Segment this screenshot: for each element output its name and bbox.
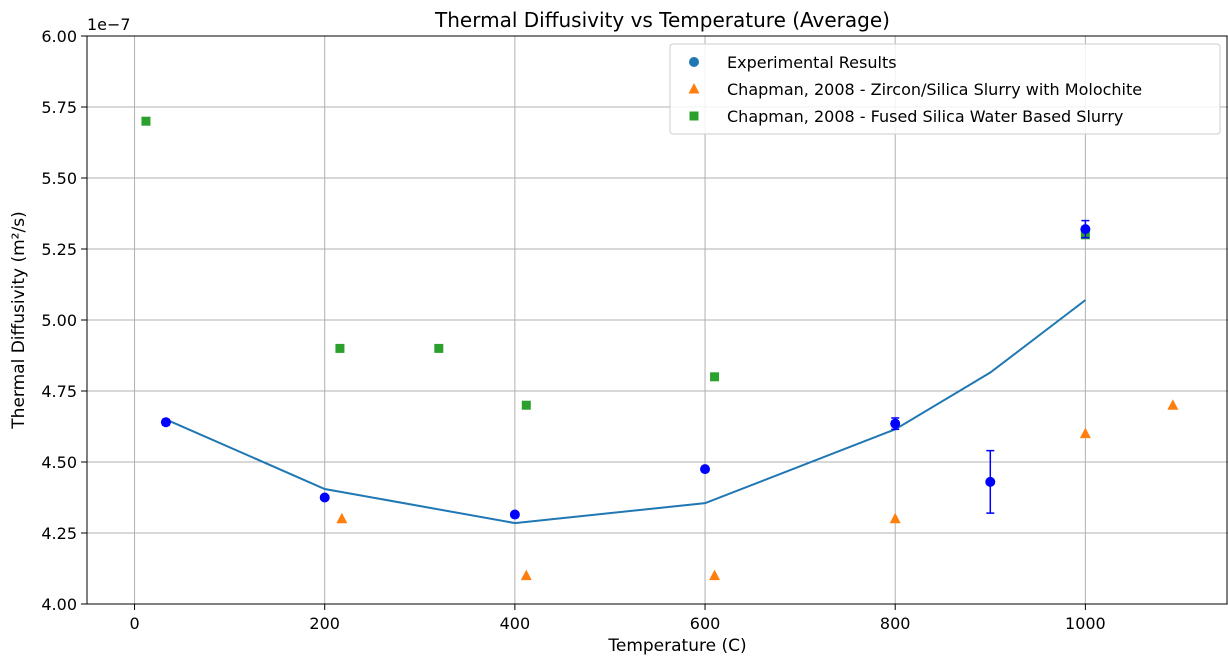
square-data-point [141, 117, 150, 126]
fit-line-layer [166, 300, 1085, 523]
circle-data-point [161, 417, 171, 427]
triangle-data-point [521, 570, 532, 581]
legend-label: Experimental Results [727, 53, 897, 72]
triangle-data-point [709, 570, 720, 581]
triangle-data-point [1080, 428, 1091, 439]
y-tick-label: 5.75 [41, 98, 77, 117]
triangle-data-point [1167, 399, 1178, 410]
y-tick-label: 4.50 [41, 453, 77, 472]
square-data-point [522, 401, 531, 410]
circle-data-point [1080, 224, 1090, 234]
y-tick-label: 4.00 [41, 595, 77, 614]
y-tick-label: 5.25 [41, 240, 77, 259]
triangle-data-point [890, 513, 901, 524]
legend-circle-icon [689, 57, 699, 67]
circle-data-point [890, 419, 900, 429]
y-tick-label: 4.75 [41, 382, 77, 401]
x-tick-label: 200 [309, 614, 340, 633]
x-tick-label: 800 [880, 614, 911, 633]
circle-data-point [700, 464, 710, 474]
legend-label: Chapman, 2008 - Zircon/Silica Slurry wit… [727, 80, 1142, 99]
x-tick-label: 400 [500, 614, 531, 633]
x-tick-label: 600 [690, 614, 721, 633]
legend: Experimental Results Chapman, 2008 - Zirc… [670, 44, 1220, 134]
legend-square-icon [690, 112, 699, 121]
y-axis-offset-text: 1e−7 [87, 15, 131, 34]
x-tick-label: 1000 [1065, 614, 1106, 633]
triangle-data-point [336, 513, 347, 524]
circle-data-point [985, 477, 995, 487]
square-data-point [434, 344, 443, 353]
x-axis-label: Temperature (C) [607, 636, 746, 656]
legend-label: Chapman, 2008 - Fused Silica Water Based… [727, 107, 1123, 126]
y-tick-label: 5.50 [41, 169, 77, 188]
y-axis-label: Thermal Diffusivity (m²/s) [9, 211, 29, 429]
y-tick-label: 6.00 [41, 27, 77, 46]
fit-line [166, 300, 1085, 523]
y-tick-label: 5.00 [41, 311, 77, 330]
y-tick-label: 4.25 [41, 524, 77, 543]
square-data-point [710, 372, 719, 381]
circle-data-point [510, 510, 520, 520]
x-tick-label: 0 [129, 614, 139, 633]
square-data-point [335, 344, 344, 353]
chart-title: Thermal Diffusivity vs Temperature (Aver… [434, 8, 890, 32]
circle-data-point [320, 493, 330, 503]
